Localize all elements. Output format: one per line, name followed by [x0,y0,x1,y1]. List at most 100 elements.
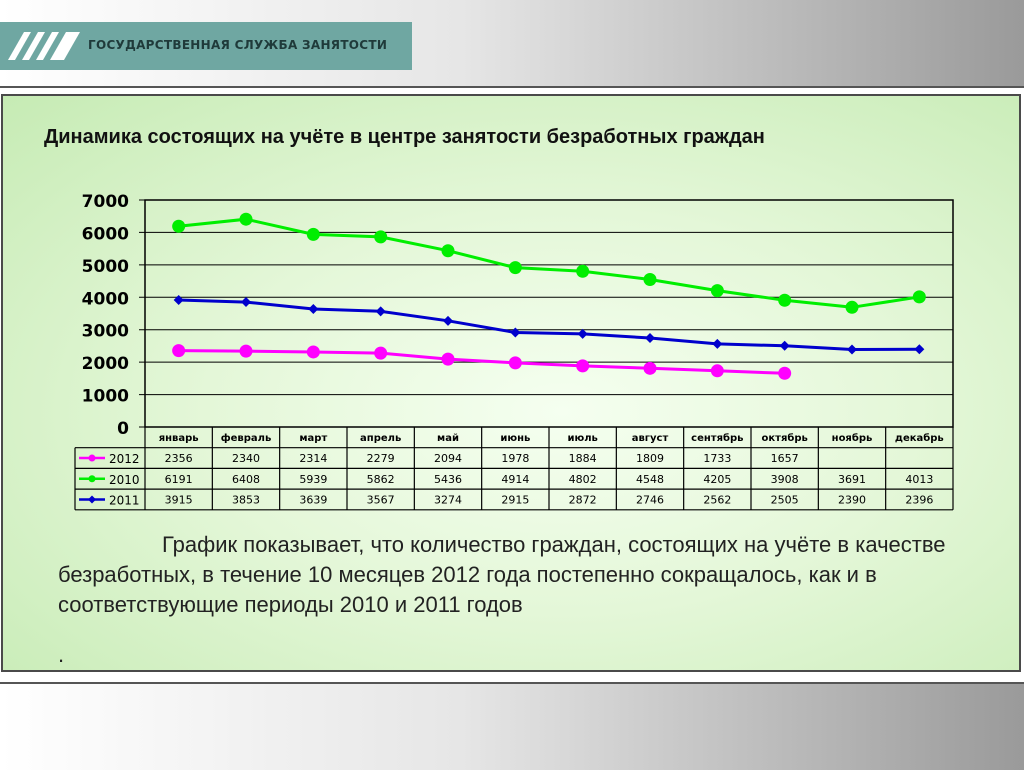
data-label-2012: 1809 [636,452,664,465]
agency-name: ГОСУДАРСТВЕННАЯ СЛУЖБА ЗАНЯТОСТИ [88,38,388,52]
caption-text: График показывает, что количество гражда… [58,530,978,620]
x-tick-label: январь [159,433,199,444]
data-point-2012 [643,361,657,375]
data-point-2011 [779,340,790,351]
data-point-2011 [510,327,521,338]
data-label-2010: 3691 [838,473,866,486]
data-label-2010: 4548 [636,473,664,486]
data-point-2012 [172,344,186,358]
y-tick-label: 7000 [82,192,129,212]
data-label-2011: 2562 [703,493,731,506]
data-point-2010 [643,273,657,287]
x-tick-label: апрель [360,433,401,444]
series-line-2011 [178,298,920,352]
legend-label-2011: 2011 [109,493,140,507]
data-label-2010: 4205 [703,473,731,486]
data-label-2012: 2279 [367,452,395,465]
data-point-2010 [306,227,320,241]
footer-band [0,682,1024,770]
data-point-2012 [508,356,522,370]
x-tick-label: февраль [221,432,272,444]
data-point-2010 [239,212,253,226]
data-label-2012: 2356 [165,452,193,465]
legend-marker-2012 [88,454,96,462]
data-label-2011: 2872 [569,493,597,506]
data-label-2012: 2340 [232,452,260,465]
data-label-2010: 3908 [771,473,799,486]
data-point-2011 [847,344,857,355]
data-label-2011: 2390 [838,493,866,506]
data-point-2012 [441,352,455,366]
x-tick-label: май [437,433,459,444]
data-label-2010: 4802 [569,473,597,486]
data-point-2012 [710,364,724,378]
agency-logo-banner: ГОСУДАРСТВЕННАЯ СЛУЖБА ЗАНЯТОСТИ [0,22,412,70]
y-tick-label: 3000 [82,322,129,342]
data-label-2011: 3853 [232,493,260,506]
data-point-2011 [375,306,386,317]
y-tick-label: 2000 [82,354,129,374]
x-tick-label: август [632,433,669,444]
data-label-2010: 6191 [165,473,193,486]
y-tick-label: 1000 [82,387,129,407]
trailing-dot: . [58,642,65,667]
data-label-2012: 1884 [569,452,597,465]
data-label-2012: 1733 [703,452,731,465]
y-tick-label: 5000 [82,257,129,277]
data-point-2010 [374,230,388,244]
data-label-2012: 2094 [434,452,462,465]
legend-label-2010: 2010 [109,473,140,487]
data-point-2010 [912,290,926,304]
legend-marker-2010 [88,475,96,483]
data-label-2011: 2746 [636,493,664,506]
data-point-2011 [173,295,184,306]
legend-label-2012: 2012 [109,452,140,466]
data-point-2010 [172,219,186,233]
data-point-2010 [441,244,455,258]
data-label-2011: 3567 [367,493,395,506]
data-point-2011 [712,338,723,349]
main-panel [1,94,1021,672]
caption-body: График показывает, что количество гражда… [58,532,946,617]
data-point-2010 [576,264,590,278]
data-point-2010 [710,284,724,298]
data-point-2012 [778,366,792,380]
header-band: ГОСУДАРСТВЕННАЯ СЛУЖБА ЗАНЯТОСТИ [0,0,1024,88]
data-point-2012 [576,359,590,373]
x-tick-label: сентябрь [691,432,743,444]
data-point-2011 [308,303,319,314]
data-label-2010: 6408 [232,473,260,486]
y-tick-label: 4000 [82,289,129,309]
data-point-2011 [241,297,251,308]
data-label-2012: 1657 [771,452,799,465]
legend-marker-2011 [88,495,96,504]
data-point-2010 [508,261,522,275]
data-point-2012 [374,346,388,360]
y-tick-label: 0 [117,419,129,439]
stripes-logo-icon [8,32,80,60]
data-label-2010: 4914 [501,473,529,486]
series-line-2012 [178,349,785,375]
data-label-2011: 3915 [165,493,193,506]
data-point-2012 [239,344,253,358]
data-label-2010: 5436 [434,473,462,486]
x-tick-label: ноябрь [832,432,873,444]
data-label-2012: 1978 [501,452,529,465]
data-label-2012: 2314 [299,452,327,465]
data-label-2011: 3639 [299,493,327,506]
data-point-2011 [443,315,453,326]
x-tick-label: октябрь [761,432,807,444]
x-tick-label: июнь [500,433,530,444]
data-point-2010 [778,293,792,307]
x-tick-label: июль [567,433,597,444]
data-label-2011: 2915 [501,493,529,506]
data-label-2011: 2505 [771,493,799,506]
data-label-2011: 3274 [434,493,462,506]
data-point-2011 [914,344,925,355]
series-line-2010 [178,217,920,309]
x-tick-label: март [299,433,327,444]
data-point-2011 [645,332,655,343]
data-label-2010: 5862 [367,473,395,486]
data-label-2010: 5939 [299,473,327,486]
